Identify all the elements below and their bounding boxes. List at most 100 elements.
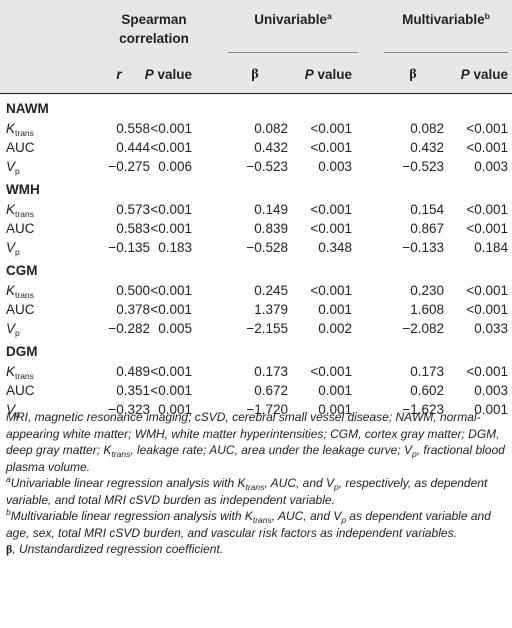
cell-p2: <0.001 xyxy=(310,202,352,217)
header-p-value-2: P value xyxy=(304,67,352,82)
cell-p3: <0.001 xyxy=(466,302,508,317)
cell-b1: 0.672 xyxy=(254,383,288,398)
row-label: Vp xyxy=(6,159,20,176)
header-correlation: correlation xyxy=(119,31,189,46)
cell-b2: 1.608 xyxy=(410,302,444,317)
cell-p2: <0.001 xyxy=(310,221,352,236)
cell-p3: 0.001 xyxy=(474,402,508,417)
cell-b1: 0.839 xyxy=(254,221,288,236)
cell-p3: 0.033 xyxy=(474,321,508,336)
cell-b2: −0.133 xyxy=(402,240,444,255)
footnote-beta: β, Unstandardized regression coefficient… xyxy=(6,542,224,556)
cell-p3: <0.001 xyxy=(466,202,508,217)
header-beta-1: β xyxy=(251,67,259,82)
group-label: WMH xyxy=(6,182,40,197)
cell-b1: 0.245 xyxy=(254,283,288,298)
cell-r: −0.275 xyxy=(108,159,150,174)
cell-b2: 0.154 xyxy=(410,202,444,217)
cell-b1: −2.155 xyxy=(246,321,288,336)
row-label: AUC xyxy=(6,140,35,155)
cell-p3: <0.001 xyxy=(466,283,508,298)
cell-b2: 0.602 xyxy=(410,383,444,398)
header-rule xyxy=(0,93,512,94)
cell-b2: 0.173 xyxy=(410,364,444,379)
group-label: NAWM xyxy=(6,101,49,116)
cell-b2: −0.523 xyxy=(402,159,444,174)
cell-b2: −1.623 xyxy=(402,402,444,417)
cell-p3: <0.001 xyxy=(466,364,508,379)
cell-p2: <0.001 xyxy=(310,140,352,155)
cell-r: 0.489 xyxy=(116,364,150,379)
abbreviation-note: MRI, magnetic resonance imaging; cSVD, c… xyxy=(6,410,505,474)
cell-p1: <0.001 xyxy=(150,383,192,398)
cell-p3: 0.003 xyxy=(474,383,508,398)
cell-p2: 0.001 xyxy=(318,402,352,417)
cell-r: 0.500 xyxy=(116,283,150,298)
cell-p3: 0.184 xyxy=(474,240,508,255)
cell-p2: <0.001 xyxy=(310,364,352,379)
row-label: AUC xyxy=(6,302,35,317)
footnote-b: bMultivariable linear regression analysi… xyxy=(6,507,491,540)
cell-b2: 0.432 xyxy=(410,140,444,155)
row-label: Ktrans xyxy=(6,283,34,300)
row-label: Vp xyxy=(6,402,20,419)
cell-p2: <0.001 xyxy=(310,121,352,136)
cell-p1: 0.005 xyxy=(158,321,192,336)
cell-p1: <0.001 xyxy=(150,202,192,217)
cell-p1: 0.001 xyxy=(158,402,192,417)
row-label: Vp xyxy=(6,321,20,338)
cell-p1: 0.006 xyxy=(158,159,192,174)
cell-r: 0.444 xyxy=(116,140,150,155)
multivariable-underline xyxy=(384,52,508,53)
table-header-shading xyxy=(0,0,512,93)
cell-p2: 0.003 xyxy=(318,159,352,174)
row-label: AUC xyxy=(6,383,35,398)
cell-b1: 0.082 xyxy=(254,121,288,136)
cell-b1: −0.523 xyxy=(246,159,288,174)
cell-p3: <0.001 xyxy=(466,140,508,155)
cell-r: 0.583 xyxy=(116,221,150,236)
cell-p1: <0.001 xyxy=(150,140,192,155)
header-beta-2: β xyxy=(409,67,417,82)
cell-b1: 1.379 xyxy=(254,302,288,317)
group-label: CGM xyxy=(6,263,38,278)
cell-b1: 0.173 xyxy=(254,364,288,379)
cell-p1: <0.001 xyxy=(150,302,192,317)
cell-b2: −2.082 xyxy=(402,321,444,336)
group-label: DGM xyxy=(6,344,38,359)
cell-p3: <0.001 xyxy=(466,221,508,236)
header-univariable: Univariablea xyxy=(254,11,332,27)
cell-b2: 0.082 xyxy=(410,121,444,136)
cell-b1: −1.720 xyxy=(246,402,288,417)
cell-p2: 0.001 xyxy=(318,383,352,398)
cell-b1: 0.432 xyxy=(254,140,288,155)
cell-r: −0.323 xyxy=(108,402,150,417)
cell-b2: 0.230 xyxy=(410,283,444,298)
header-p-value-1: P value xyxy=(144,67,192,82)
cell-b2: 0.867 xyxy=(410,221,444,236)
footnote-a: aUnivariable linear regression analysis … xyxy=(6,474,488,507)
cell-p1: <0.001 xyxy=(150,283,192,298)
header-r: r xyxy=(116,67,122,82)
row-label: Ktrans xyxy=(6,202,34,219)
cell-p3: <0.001 xyxy=(466,121,508,136)
cell-b1: −0.528 xyxy=(246,240,288,255)
cell-p2: 0.001 xyxy=(318,302,352,317)
cell-p2: 0.348 xyxy=(318,240,352,255)
cell-r: 0.378 xyxy=(116,302,150,317)
cell-p1: <0.001 xyxy=(150,221,192,236)
cell-p1: <0.001 xyxy=(150,364,192,379)
cell-r: 0.558 xyxy=(116,121,150,136)
cell-p3: 0.003 xyxy=(474,159,508,174)
row-label: Ktrans xyxy=(6,121,34,138)
row-label: Vp xyxy=(6,240,20,257)
cell-r: −0.282 xyxy=(108,321,150,336)
cell-b1: 0.149 xyxy=(254,202,288,217)
header-spearman: Spearman xyxy=(121,12,187,27)
cell-r: −0.135 xyxy=(108,240,150,255)
header-multivariable: Multivariableb xyxy=(402,11,490,27)
cell-p2: <0.001 xyxy=(310,283,352,298)
cell-r: 0.351 xyxy=(116,383,150,398)
row-label: AUC xyxy=(6,221,35,236)
cell-p2: 0.002 xyxy=(318,321,352,336)
